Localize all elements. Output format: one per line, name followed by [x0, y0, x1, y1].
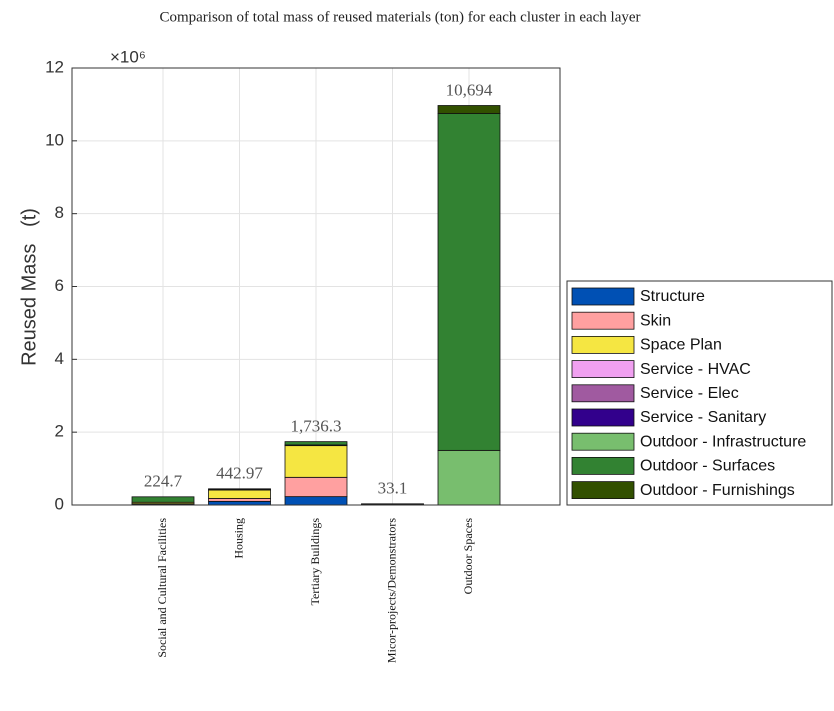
y-tick-label: 6 — [55, 276, 64, 295]
legend-swatch — [571, 432, 635, 451]
y-tick-label: 12 — [45, 57, 64, 76]
legend-label: Outdoor - Infrastructure — [640, 433, 806, 450]
bar-segment — [208, 488, 271, 490]
bar-segment — [284, 496, 348, 506]
legend-swatch — [571, 408, 635, 427]
y-tick-label: 10 — [45, 130, 64, 149]
y-tick-label: 0 — [55, 494, 64, 513]
plot-frame — [71, 67, 561, 506]
y-exponent: ×10⁶ — [110, 47, 146, 66]
bar-segment — [208, 500, 271, 506]
total-label: 1,736.3 — [291, 417, 342, 436]
x-tick-label: Social and Cultural Facilities — [155, 518, 169, 658]
bar-segment — [437, 113, 501, 451]
legend-swatch — [571, 384, 635, 403]
legend-label: Structure — [640, 288, 705, 305]
bar-segment — [131, 496, 195, 503]
legend-swatch — [571, 481, 635, 500]
total-label: 33.1 — [378, 479, 408, 498]
x-tick-label: Micor-projects/Demonstrators — [384, 518, 398, 663]
legend-label: Space Plan — [640, 337, 722, 354]
bar-segment — [284, 445, 348, 478]
total-label: 224.7 — [144, 472, 183, 491]
legend-swatch — [571, 335, 635, 354]
bar-segment — [284, 441, 348, 446]
bar-segment — [208, 489, 271, 499]
y-tick-label: 4 — [55, 349, 64, 368]
total-label: 442.97 — [216, 464, 263, 483]
total-label: 10,694 — [446, 80, 493, 99]
x-tick-label: Housing — [231, 518, 245, 559]
legend-label: Service - HVAC — [640, 361, 751, 378]
legend-label: Outdoor - Surfaces — [640, 458, 775, 475]
y-tick-label: 8 — [55, 203, 64, 222]
y-tick-label: 2 — [55, 422, 64, 441]
legend-label: Outdoor - Furnishings — [640, 482, 795, 499]
chart-title: Comparison of total mass of reused mater… — [159, 9, 640, 25]
legend-label: Service - Elec — [640, 385, 739, 402]
legend-swatch — [571, 456, 635, 475]
legend-swatch — [571, 311, 635, 330]
x-tick-label: Tertiary Buildings — [308, 518, 322, 606]
bar-segment — [284, 476, 348, 498]
bar-segment — [208, 498, 271, 502]
bar-segment — [437, 449, 501, 506]
x-tick-label: Outdoor Spaces — [461, 518, 475, 595]
bar-segment — [437, 105, 501, 114]
legend-label: Skin — [640, 312, 671, 329]
legend-swatch — [571, 287, 635, 306]
legend-swatch — [571, 360, 635, 379]
legend-label: Service - Sanitary — [640, 409, 766, 426]
y-axis-label: Reused Mass (t) — [18, 208, 40, 366]
